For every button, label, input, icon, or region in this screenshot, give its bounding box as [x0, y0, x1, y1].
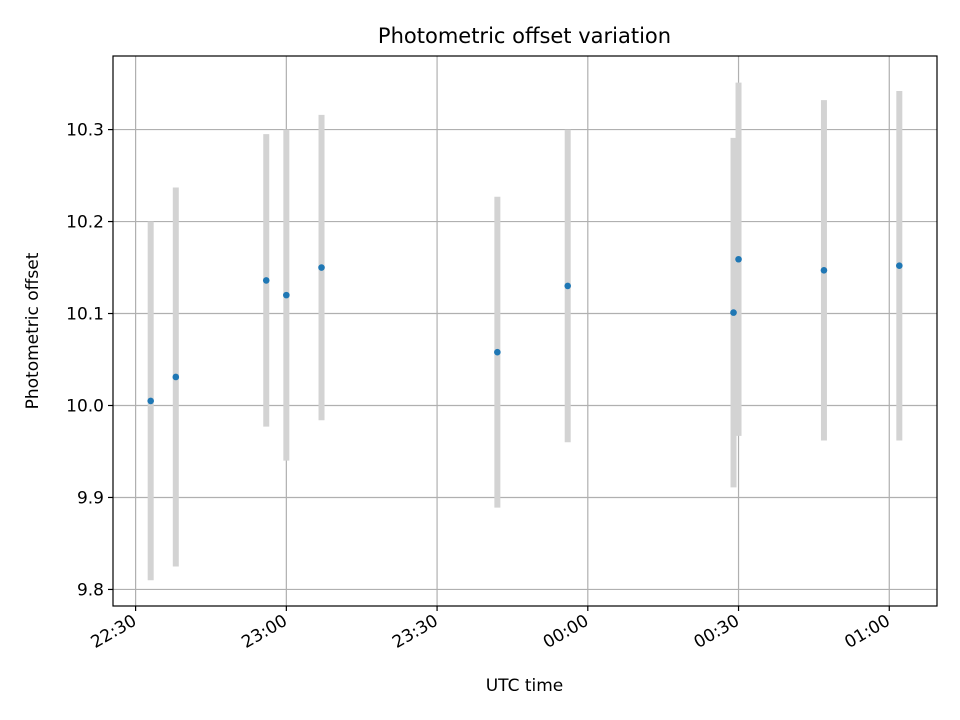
- data-point: [730, 309, 737, 316]
- data-point: [283, 291, 290, 299]
- x-axis-label: UTC time: [486, 676, 564, 696]
- y-tick-label: 10.3: [66, 121, 104, 141]
- y-tick-label: 9.8: [77, 580, 104, 600]
- y-axis-label: Photometric offset: [23, 252, 43, 409]
- data-point: [564, 282, 572, 290]
- data-point: [820, 266, 828, 274]
- y-tick-label: 10.2: [66, 213, 104, 233]
- chart-title: Photometric offset variation: [378, 24, 671, 48]
- y-tick-label: 10.0: [66, 396, 104, 416]
- data-point: [147, 397, 154, 405]
- y-axis-ticks: 9.8 9.9 10.0 10.1 10.2 10.3: [66, 121, 113, 600]
- data-point: [262, 277, 270, 284]
- data-point: [735, 255, 742, 263]
- data-point: [318, 264, 325, 271]
- y-tick-label: 9.9: [77, 488, 104, 508]
- data-point: [896, 262, 903, 269]
- data-point: [172, 373, 180, 381]
- data-point: [494, 348, 501, 356]
- y-tick-label: 10.1: [66, 305, 104, 325]
- plot-area-frame: [112, 55, 938, 607]
- data-points: [147, 255, 903, 405]
